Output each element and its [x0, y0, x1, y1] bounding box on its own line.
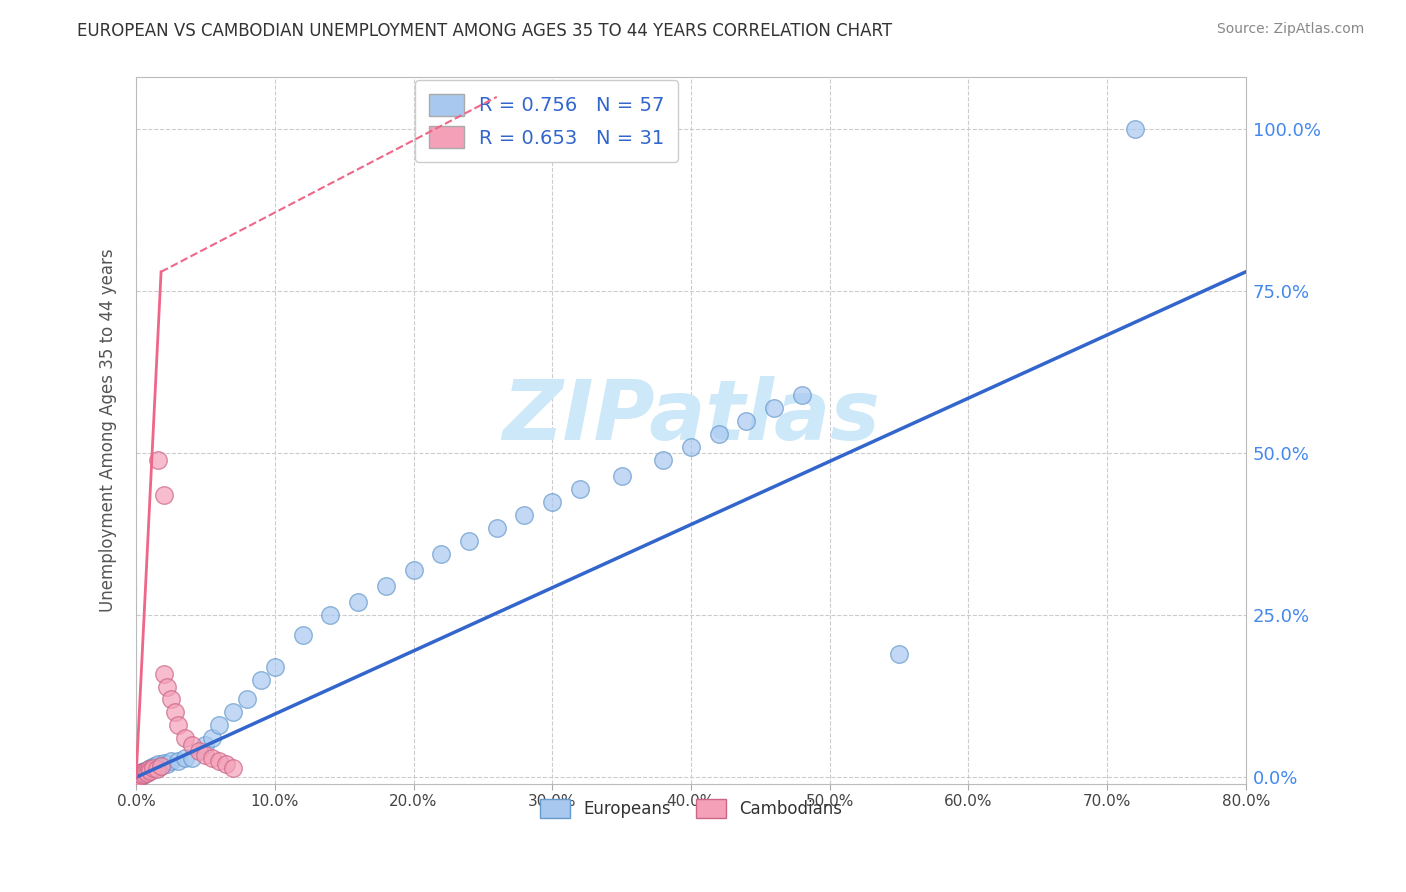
Point — [146, 761, 169, 775]
Point — [485, 521, 508, 535]
Point — [1123, 122, 1146, 136]
Point — [146, 763, 169, 777]
Point — [150, 758, 173, 772]
Point — [194, 738, 217, 752]
Point — [125, 767, 148, 781]
Point — [163, 706, 186, 720]
Point — [201, 731, 224, 746]
Point — [134, 767, 156, 781]
Point — [128, 765, 150, 780]
Point — [222, 706, 245, 720]
Point — [142, 760, 165, 774]
Point — [138, 763, 160, 777]
Point — [374, 579, 396, 593]
Point — [263, 660, 285, 674]
Point — [142, 760, 165, 774]
Point — [148, 757, 170, 772]
Point — [128, 767, 150, 781]
Point — [139, 760, 162, 774]
Point — [180, 738, 202, 752]
Point — [138, 763, 160, 777]
Point — [707, 426, 730, 441]
Point — [127, 770, 149, 784]
Point — [156, 680, 179, 694]
Point — [131, 768, 153, 782]
Point — [166, 754, 188, 768]
Point — [132, 766, 155, 780]
Point — [610, 469, 633, 483]
Point — [150, 758, 173, 772]
Point — [132, 765, 155, 780]
Point — [128, 769, 150, 783]
Point — [139, 764, 162, 778]
Point — [679, 440, 702, 454]
Legend: Europeans, Cambodians: Europeans, Cambodians — [533, 792, 849, 825]
Point — [148, 452, 170, 467]
Point — [291, 628, 314, 642]
Point — [763, 401, 786, 415]
Point — [541, 495, 564, 509]
Point — [131, 768, 153, 782]
Point — [458, 533, 481, 548]
Point — [127, 770, 149, 784]
Point — [215, 757, 238, 772]
Point — [134, 767, 156, 781]
Point — [139, 764, 162, 778]
Point — [134, 764, 156, 778]
Point — [430, 547, 453, 561]
Point — [135, 764, 157, 778]
Point — [347, 595, 370, 609]
Point — [173, 731, 195, 746]
Point — [250, 673, 273, 687]
Point — [156, 757, 179, 772]
Point — [153, 666, 176, 681]
Point — [131, 765, 153, 780]
Point — [132, 767, 155, 781]
Point — [136, 765, 159, 780]
Point — [201, 751, 224, 765]
Text: ZIPatlas: ZIPatlas — [502, 376, 880, 457]
Point — [180, 751, 202, 765]
Point — [173, 751, 195, 765]
Point — [222, 760, 245, 774]
Point — [128, 770, 150, 784]
Point — [129, 770, 152, 784]
Text: Source: ZipAtlas.com: Source: ZipAtlas.com — [1216, 22, 1364, 37]
Point — [319, 608, 342, 623]
Point — [135, 765, 157, 780]
Point — [887, 647, 910, 661]
Point — [208, 754, 231, 768]
Point — [129, 767, 152, 781]
Point — [125, 770, 148, 784]
Point — [790, 388, 813, 402]
Text: EUROPEAN VS CAMBODIAN UNEMPLOYMENT AMONG AGES 35 TO 44 YEARS CORRELATION CHART: EUROPEAN VS CAMBODIAN UNEMPLOYMENT AMONG… — [77, 22, 893, 40]
Point — [153, 756, 176, 770]
Point — [735, 414, 758, 428]
Point — [143, 758, 166, 772]
Point — [127, 768, 149, 782]
Point — [125, 770, 148, 784]
Point — [187, 744, 209, 758]
Point — [159, 692, 181, 706]
Y-axis label: Unemployment Among Ages 35 to 44 years: Unemployment Among Ages 35 to 44 years — [100, 249, 117, 613]
Point — [166, 718, 188, 732]
Point — [568, 482, 591, 496]
Point — [513, 508, 536, 522]
Point — [236, 692, 259, 706]
Point — [129, 767, 152, 781]
Point — [208, 718, 231, 732]
Point — [153, 488, 176, 502]
Point — [402, 563, 425, 577]
Point — [129, 769, 152, 783]
Point — [141, 762, 163, 776]
Point — [136, 764, 159, 779]
Point — [194, 747, 217, 762]
Point — [652, 452, 675, 467]
Point — [159, 754, 181, 768]
Point — [127, 768, 149, 782]
